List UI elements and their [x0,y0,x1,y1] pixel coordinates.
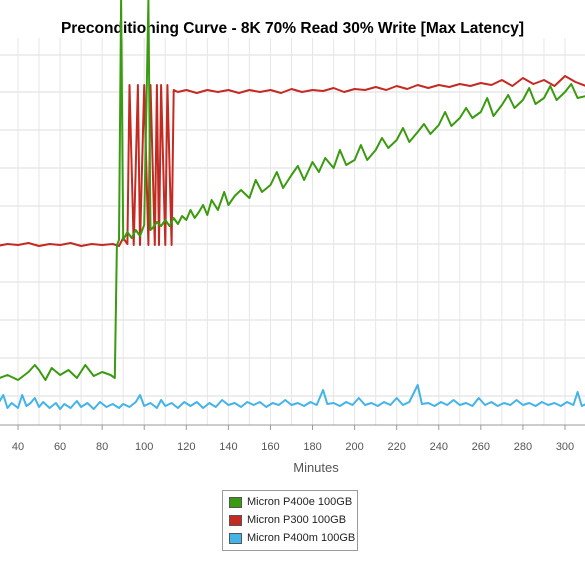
legend-label: Micron P400e 100GB [247,496,353,508]
legend-label: Micron P300 100GB [247,514,347,526]
legend-label: Micron P400m 100GB [247,532,356,544]
x-tick-label: 140 [219,441,237,453]
series-line-micron-p400e-100gb [0,0,585,381]
legend-item: Micron P400e 100GB [223,493,357,511]
chart-legend: Micron P400e 100GB Micron P300 100GB Micro… [222,490,358,551]
series-line-micron-p300-100gb [0,75,585,247]
legend-item: Micron P400m 100GB [223,529,357,547]
chart-title: Preconditioning Curve - 8K 70% Read 30% … [60,20,525,37]
x-tick-label: 40 [12,441,24,453]
x-tick-label: 180 [303,441,321,453]
legend-swatch [229,532,242,544]
x-tick-label: 300 [556,441,574,453]
series-line-micron-p400m-100gb [0,384,585,410]
x-tick-label: 240 [430,441,448,453]
x-tick-label: 260 [472,441,490,453]
x-tick-label: 160 [261,441,279,453]
x-tick-label: 200 [345,441,363,453]
x-tick-label: 100 [135,441,153,453]
x-axis-label: Minutes [293,460,339,475]
x-tick-label: 220 [388,441,406,453]
legend-swatch [229,496,242,508]
x-tick-label: 60 [54,441,66,453]
x-tick-label: 280 [514,441,532,453]
legend-swatch [229,514,242,526]
x-tick-label: 80 [96,441,108,453]
x-tick-label: 120 [177,441,195,453]
series-lines [0,0,585,410]
x-axis-ticks: 40 60 80 100 120 140 160 180 200 220 240 260 280 300 [12,425,574,453]
legend-item: Micron P300 100GB [223,511,357,529]
gridlines [0,38,585,425]
